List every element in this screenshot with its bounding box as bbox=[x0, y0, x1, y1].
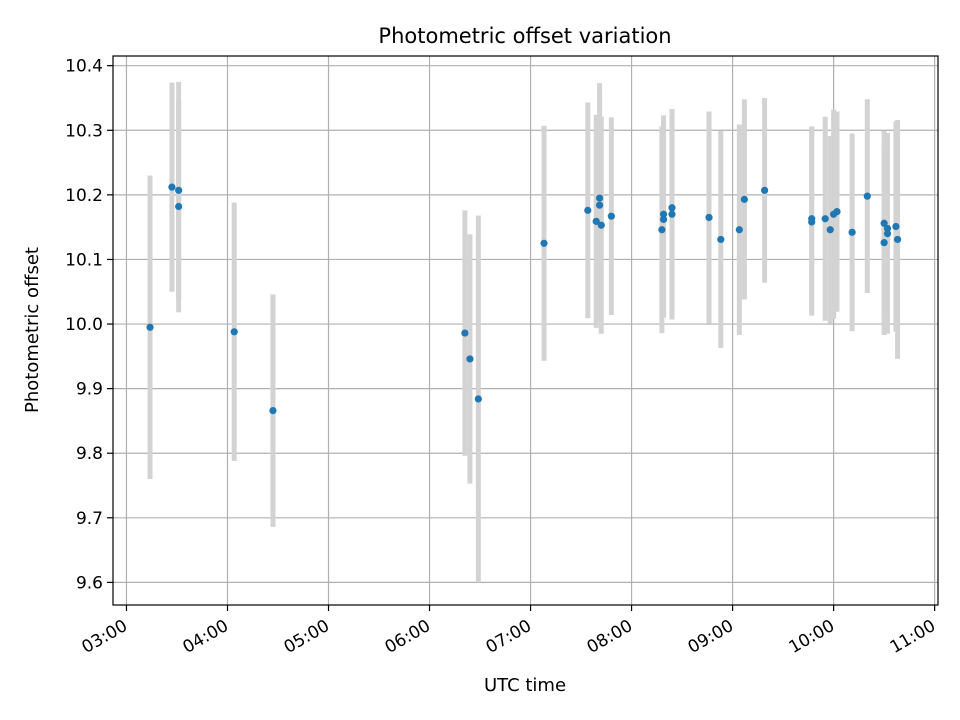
data-point bbox=[892, 222, 900, 231]
data-point bbox=[269, 406, 277, 415]
data-point bbox=[893, 235, 902, 244]
data-point bbox=[705, 213, 713, 222]
y-tick-label: 10.2 bbox=[65, 186, 103, 206]
y-tick-label: 10.1 bbox=[65, 250, 103, 270]
y-tick-label: 9.6 bbox=[76, 573, 103, 593]
data-point bbox=[461, 329, 469, 337]
data-point bbox=[175, 186, 183, 194]
data-point bbox=[659, 215, 668, 224]
data-point bbox=[595, 194, 604, 202]
plot-frame bbox=[112, 55, 939, 606]
data-point bbox=[597, 221, 605, 229]
y-axis-label: Photometric offset bbox=[22, 247, 43, 413]
data-point bbox=[466, 355, 474, 363]
data-point bbox=[658, 226, 666, 234]
data-point bbox=[880, 239, 888, 247]
data-point bbox=[668, 204, 676, 212]
y-tick-label: 9.7 bbox=[76, 509, 103, 529]
data-point bbox=[595, 201, 604, 209]
data-point bbox=[863, 192, 871, 200]
data-point bbox=[175, 202, 183, 211]
x-axis-label: UTC time bbox=[484, 675, 566, 696]
y-axis-ticks: 9.6 9.7 9.8 9.9 10.0 10.1 10.2 10.3 10.4 bbox=[65, 57, 113, 593]
y-tick-label: 9.9 bbox=[76, 380, 103, 400]
data-point bbox=[717, 235, 725, 244]
data-point bbox=[607, 212, 615, 220]
data-point bbox=[584, 206, 592, 214]
data-point bbox=[826, 226, 834, 234]
data-point bbox=[230, 328, 238, 336]
data-point bbox=[883, 230, 892, 238]
data-point bbox=[540, 239, 548, 247]
data-point bbox=[474, 395, 482, 403]
data-point bbox=[146, 323, 154, 331]
data-points bbox=[146, 183, 902, 415]
data-point bbox=[880, 219, 888, 227]
data-point bbox=[668, 210, 676, 218]
y-tick-label: 10.4 bbox=[65, 57, 103, 77]
data-point bbox=[883, 224, 892, 233]
data-point bbox=[848, 228, 856, 236]
data-point bbox=[760, 186, 769, 194]
data-point bbox=[740, 195, 748, 203]
data-point bbox=[592, 217, 600, 225]
data-point bbox=[659, 210, 668, 218]
data-point bbox=[821, 215, 829, 223]
data-point bbox=[808, 218, 816, 226]
data-point bbox=[833, 208, 841, 216]
y-tick-label: 9.8 bbox=[76, 444, 103, 464]
data-point bbox=[168, 183, 176, 191]
data-point bbox=[735, 226, 743, 234]
chart-title: Photometric offset variation bbox=[378, 24, 671, 48]
y-tick-label: 10.0 bbox=[65, 315, 103, 335]
y-tick-label: 10.3 bbox=[65, 121, 103, 141]
